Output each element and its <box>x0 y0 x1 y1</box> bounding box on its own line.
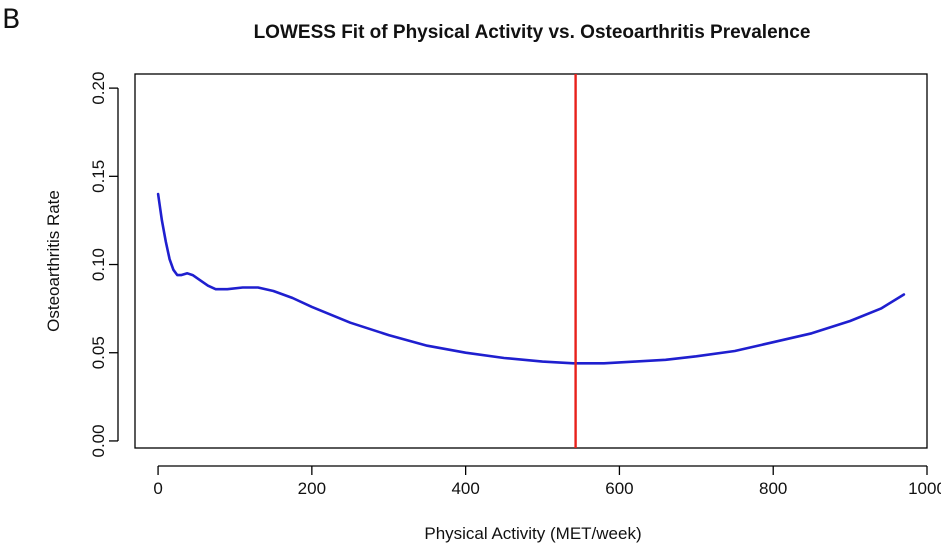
x-tick-label: 600 <box>605 479 633 498</box>
y-axis-label: Osteoarthritis Rate <box>44 190 63 332</box>
lowess-curve <box>156 192 906 365</box>
x-tick-label: 400 <box>451 479 479 498</box>
chart-title: LOWESS Fit of Physical Activity vs. Oste… <box>254 22 811 43</box>
y-tick-label: 0.20 <box>89 72 108 105</box>
x-axis-label: Physical Activity (MET/week) <box>424 524 641 543</box>
y-tick-label: 0.10 <box>89 248 108 281</box>
y-tick-label: 0.05 <box>89 336 108 369</box>
series-layer <box>156 192 906 365</box>
plot-area <box>134 73 928 449</box>
x-tick-label: 200 <box>298 479 326 498</box>
y-tick-label: 0.15 <box>89 160 108 193</box>
y-tick-label: 0.00 <box>89 424 108 457</box>
x-tick-label: 0 <box>153 479 162 498</box>
y-axis: 0.00 0.05 0.10 0.15 0.20 <box>89 72 119 457</box>
panel-label: B <box>2 4 21 35</box>
x-tick-label: 800 <box>759 479 787 498</box>
